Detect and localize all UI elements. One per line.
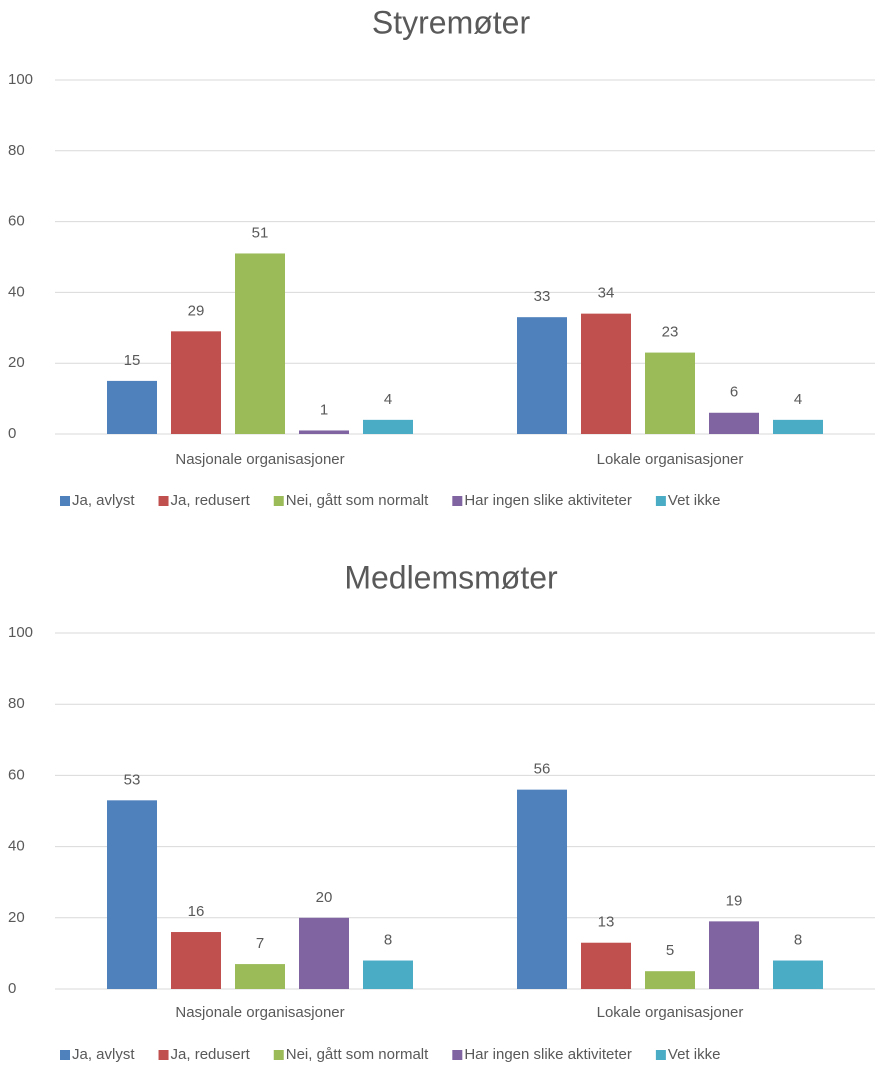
legend-label: Har ingen slike aktiviteter xyxy=(464,492,632,509)
data-label: 16 xyxy=(188,903,205,920)
y-tick-label: 100 xyxy=(8,624,33,641)
legend-label: Har ingen slike aktiviteter xyxy=(464,1046,632,1063)
legend-label: Ja, avlyst xyxy=(72,492,135,509)
legend-label: Vet ikke xyxy=(668,1046,721,1063)
bar xyxy=(171,932,221,989)
x-tick-label: Nasjonale organisasjoner xyxy=(175,451,344,468)
y-tick-label: 0 xyxy=(8,425,16,442)
legend-swatch xyxy=(60,1050,70,1060)
legend-label: Vet ikke xyxy=(668,492,721,509)
legend-swatch xyxy=(452,1050,463,1060)
legend-swatch xyxy=(158,1050,169,1060)
y-tick-label: 20 xyxy=(8,354,25,371)
legend-swatch xyxy=(655,496,666,506)
legend-swatch xyxy=(158,496,169,506)
bar xyxy=(171,331,221,434)
data-label: 56 xyxy=(534,761,551,778)
data-label: 23 xyxy=(662,324,679,341)
y-tick-label: 40 xyxy=(8,283,25,300)
bar xyxy=(363,419,413,434)
data-label: 20 xyxy=(316,889,333,906)
y-tick-label: 80 xyxy=(8,142,25,159)
legend-label: Ja, avlyst xyxy=(72,1046,135,1063)
x-tick-label: Lokale organisasjoner xyxy=(597,1004,744,1021)
data-label: 53 xyxy=(124,771,141,788)
data-label: 33 xyxy=(534,288,551,305)
bar xyxy=(645,971,695,989)
bar xyxy=(645,352,695,434)
bar xyxy=(709,921,759,989)
y-tick-label: 0 xyxy=(8,980,16,997)
bar xyxy=(299,917,349,989)
legend-swatch xyxy=(655,1050,666,1060)
data-label: 6 xyxy=(730,384,738,401)
data-label: 13 xyxy=(598,914,615,931)
chart-title: Styremøter xyxy=(372,4,531,40)
bar xyxy=(363,960,413,989)
legend-swatch xyxy=(273,1050,284,1060)
data-label: 8 xyxy=(384,931,392,948)
bar xyxy=(235,253,285,434)
data-label: 34 xyxy=(598,285,615,302)
bar xyxy=(581,313,631,434)
data-label: 4 xyxy=(384,391,392,408)
legend-label: Ja, redusert xyxy=(171,1046,251,1063)
chart-title: Medlemsmøter xyxy=(344,559,558,595)
bar xyxy=(107,800,157,989)
bar xyxy=(773,960,823,989)
bar xyxy=(107,380,157,434)
data-label: 5 xyxy=(666,942,674,959)
bar xyxy=(517,789,567,989)
x-tick-label: Nasjonale organisasjoner xyxy=(175,1004,344,1021)
y-tick-label: 60 xyxy=(8,213,25,230)
legend-label: Nei, gått som normalt xyxy=(286,492,429,509)
x-tick-label: Lokale organisasjoner xyxy=(597,451,744,468)
y-tick-label: 60 xyxy=(8,766,25,783)
legend-label: Nei, gått som normalt xyxy=(286,1046,429,1063)
legend-swatch xyxy=(452,496,463,506)
data-label: 7 xyxy=(256,935,264,952)
data-label: 1 xyxy=(320,401,328,418)
bar xyxy=(299,430,349,434)
y-tick-label: 20 xyxy=(8,909,25,926)
data-label: 29 xyxy=(188,302,205,319)
y-tick-label: 80 xyxy=(8,695,25,712)
bar xyxy=(709,412,759,434)
bar xyxy=(773,419,823,434)
data-label: 51 xyxy=(252,224,269,241)
data-label: 15 xyxy=(124,352,141,369)
y-tick-label: 100 xyxy=(8,71,33,88)
data-label: 19 xyxy=(726,892,743,909)
bar xyxy=(581,942,631,989)
legend-swatch xyxy=(60,496,70,506)
y-tick-label: 40 xyxy=(8,838,25,855)
bar xyxy=(235,964,285,989)
data-label: 8 xyxy=(794,931,802,948)
data-label: 4 xyxy=(794,391,802,408)
bar xyxy=(517,317,567,434)
legend-label: Ja, redusert xyxy=(171,492,251,509)
legend-swatch xyxy=(273,496,284,506)
